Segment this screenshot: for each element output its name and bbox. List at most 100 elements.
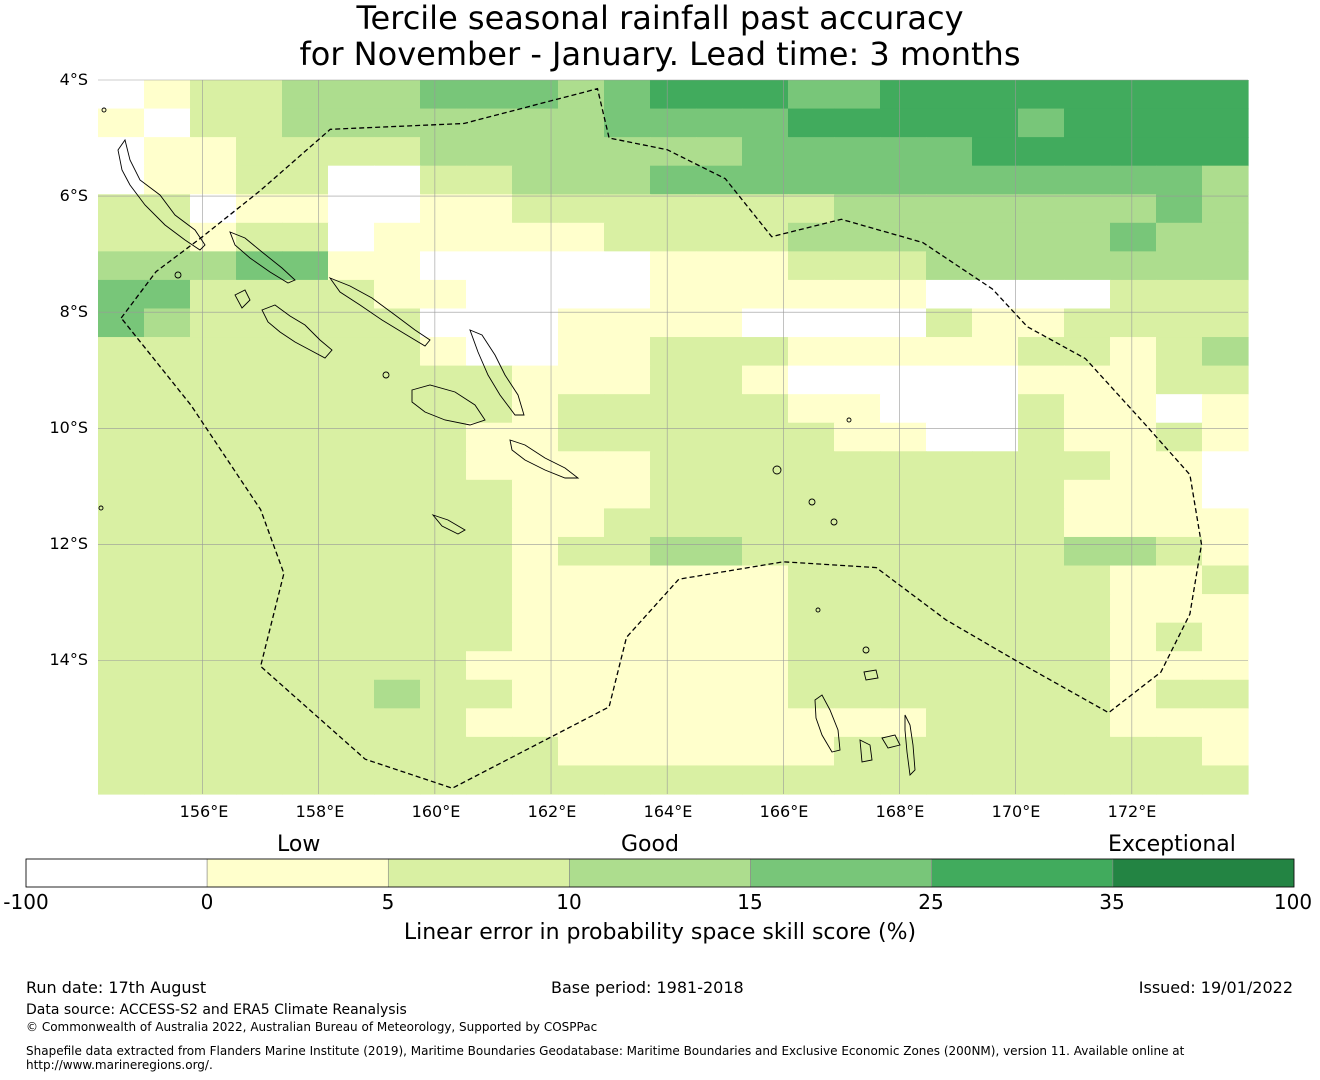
skill-cell [558,565,605,595]
skill-cell [650,279,697,310]
skill-cell [558,651,605,681]
skill-cell [512,251,559,281]
skill-cell [374,394,421,424]
skill-cell [1110,622,1157,652]
skill-cell [466,708,513,738]
skill-cell [1064,365,1111,395]
skill-cell [420,222,467,252]
coastline-choiseul [229,231,296,284]
skill-cell [834,679,881,709]
skill-cell [1018,222,1065,252]
skill-cell [190,679,237,709]
colorbar-tick: 0 [200,890,214,914]
skill-cell [98,222,145,252]
skill-cell [1018,365,1065,395]
skill-cell [282,80,329,110]
skill-cell [558,165,605,195]
category-good: Good [621,832,679,857]
skill-cell [466,508,513,538]
skill-cell [282,736,329,767]
map-title-line1: Tercile seasonal rainfall past accuracy [356,0,964,37]
skill-cell [788,451,835,481]
skill-cell [1064,394,1111,424]
skill-cell [558,765,605,795]
skill-cell [880,479,927,509]
skill-cell [144,222,191,252]
skill-cell [1202,108,1249,138]
skill-cell [788,594,835,624]
skill-cell [834,508,881,538]
skill-cell [972,765,1019,795]
skill-cell [144,308,191,338]
skill-cell [742,736,789,767]
skill-cell [466,565,513,595]
skill-cell [558,736,605,767]
skill-cell [98,565,145,595]
skill-cell [282,222,329,252]
skill-cell [1202,365,1249,395]
skill-cell [144,165,191,195]
skill-cell [1110,594,1157,624]
skill-cell [466,736,513,767]
skill-cell [190,279,237,310]
skill-cell [144,279,191,310]
skill-cell [374,108,421,138]
skill-cell [1110,308,1157,338]
skill-cell [926,422,973,452]
skill-cell [604,765,651,795]
skill-cell [328,736,375,767]
skill-cell [1064,194,1111,224]
skill-cell [512,194,559,224]
skill-cell [972,80,1019,110]
skill-cell [236,765,283,795]
skill-cell [558,422,605,452]
colorbar-label: Linear error in probability space skill … [403,920,917,945]
skill-cell [834,708,881,738]
lon-label: 168°E [875,802,925,821]
skill-cell [1202,508,1249,538]
skill-cell [1064,765,1111,795]
skill-cell [880,308,927,338]
skill-cell [1202,251,1249,281]
colorbar-tick: 35 [1099,890,1125,914]
skill-cell [1064,622,1111,652]
skill-cell [1064,137,1111,167]
skill-cell [1156,594,1203,624]
skill-cell [420,165,467,195]
skill-cell [1064,736,1111,767]
skill-cell [98,479,145,509]
skill-cell [420,394,467,424]
skill-cell [742,451,789,481]
skill-cell [558,365,605,395]
skill-cell [1110,651,1157,681]
skill-cell [880,337,927,367]
skill-cell [1202,536,1249,567]
skill-cell [742,394,789,424]
skill-cell [420,622,467,652]
skill-cell [926,622,973,652]
skill-cell [1110,479,1157,509]
skill-cell [834,137,881,167]
skill-cell [1110,508,1157,538]
skill-cell [190,80,237,110]
skill-cell [742,165,789,195]
skill-cell [328,679,375,709]
skill-cell [650,765,697,795]
skill-cell [466,451,513,481]
skill-cell [236,451,283,481]
skill-cell [190,194,237,224]
skill-cell [1202,736,1249,767]
skill-cell [788,479,835,509]
skill-cell [788,80,835,110]
skill-cell [328,622,375,652]
skill-cell [328,508,375,538]
lon-label: 162°E [527,802,577,821]
skill-cell [880,651,927,681]
skill-cell [880,679,927,709]
skill-cell [282,194,329,224]
skill-cell [236,736,283,767]
skill-cell [328,394,375,424]
skill-cell [190,594,237,624]
skill-cell [328,765,375,795]
